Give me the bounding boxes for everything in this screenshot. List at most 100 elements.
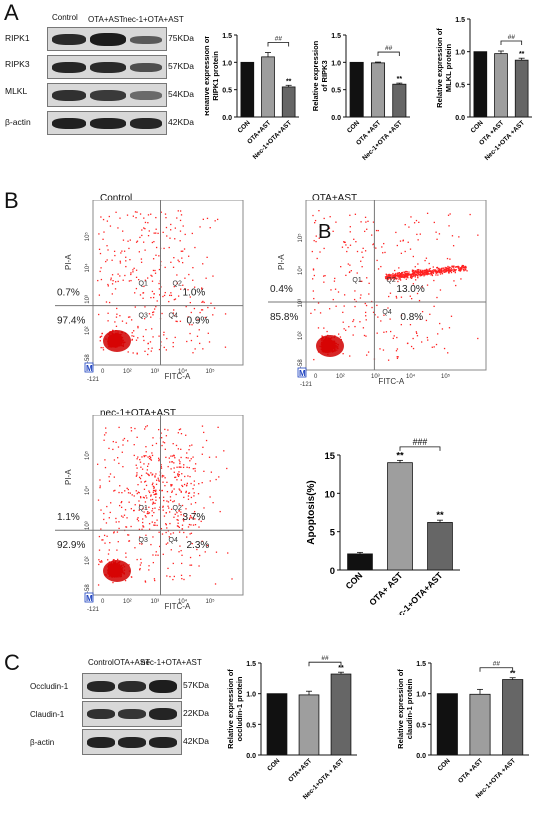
scatter-point bbox=[198, 565, 200, 567]
scatter-point bbox=[197, 493, 200, 495]
scatter-point bbox=[399, 276, 401, 279]
scatter-point bbox=[177, 475, 180, 477]
scatter-point bbox=[426, 284, 429, 286]
scatter-point bbox=[343, 241, 346, 244]
scatter-point bbox=[332, 230, 334, 232]
scatter-point bbox=[127, 488, 129, 491]
scatter-point bbox=[133, 335, 135, 337]
scatter-point bbox=[106, 259, 108, 261]
scatter-point bbox=[122, 239, 125, 241]
scatter-point bbox=[117, 541, 119, 543]
scatter-point bbox=[125, 552, 127, 554]
scatter-point bbox=[133, 454, 135, 457]
y-tick-label: 0.0 bbox=[222, 115, 232, 122]
scatter-point bbox=[176, 525, 179, 527]
scatter-point bbox=[157, 232, 159, 235]
scatter-point bbox=[126, 214, 129, 216]
scatter-point bbox=[402, 274, 404, 277]
scatter-point bbox=[324, 274, 326, 277]
scatter-point bbox=[135, 339, 138, 341]
scatter-point bbox=[443, 270, 445, 273]
scatter-point bbox=[99, 485, 101, 487]
scatter-point bbox=[444, 268, 447, 270]
scatter-point bbox=[453, 280, 455, 282]
scatter-point bbox=[158, 531, 160, 533]
scatter-point bbox=[148, 474, 150, 476]
scatter-point bbox=[429, 267, 431, 270]
scatter-point bbox=[156, 524, 158, 527]
scatter-point bbox=[436, 238, 438, 240]
scatter-point bbox=[105, 260, 107, 263]
scatter-point bbox=[189, 296, 191, 298]
scatter-point bbox=[131, 339, 133, 341]
scatter-point bbox=[180, 479, 183, 481]
scatter-point bbox=[150, 543, 152, 546]
scatter-point bbox=[224, 313, 227, 315]
quadrant-percent-lr: 0.8% bbox=[400, 312, 423, 323]
scatter-point bbox=[100, 335, 103, 337]
kda-label: 57KDa bbox=[183, 680, 209, 690]
scatter-point bbox=[151, 241, 154, 244]
scatter-point bbox=[425, 269, 427, 271]
scatter-point bbox=[160, 467, 163, 469]
scatter-point bbox=[124, 509, 127, 511]
scatter-point bbox=[119, 260, 121, 262]
scatter-point bbox=[201, 425, 204, 427]
scatter-point bbox=[101, 332, 103, 335]
scatter-point bbox=[401, 273, 403, 276]
scatter-point bbox=[173, 488, 175, 490]
scatter-point bbox=[144, 480, 147, 482]
scatter-point bbox=[397, 280, 399, 283]
scatter-point bbox=[155, 216, 157, 219]
kda-label: 22KDa bbox=[183, 708, 209, 718]
scatter-point bbox=[314, 309, 316, 311]
scatter-point bbox=[152, 489, 155, 492]
scatter-point bbox=[451, 269, 453, 271]
scatter-point bbox=[437, 333, 439, 335]
scatter-point bbox=[410, 298, 413, 300]
scatter-point bbox=[201, 288, 203, 290]
scatter-point bbox=[379, 348, 381, 350]
scatter-point bbox=[167, 429, 169, 431]
scatter-point bbox=[169, 522, 171, 525]
x-tick-label: OTA +AST bbox=[457, 757, 484, 784]
scatter-point bbox=[177, 515, 179, 517]
y-tick-label: 1.0 bbox=[416, 692, 426, 699]
scatter-point bbox=[347, 246, 349, 249]
scatter-point bbox=[105, 427, 107, 429]
scatter-point bbox=[439, 322, 441, 325]
scatter-point bbox=[435, 272, 437, 274]
scatter-point bbox=[190, 516, 192, 518]
scatter-point bbox=[310, 312, 312, 315]
scatter-point bbox=[454, 269, 456, 271]
scatter-point bbox=[180, 490, 182, 493]
scatter-point bbox=[193, 495, 195, 497]
scatter-point bbox=[173, 575, 175, 578]
scatter-point bbox=[192, 352, 194, 354]
scatter-point bbox=[151, 347, 153, 349]
scatter-point bbox=[167, 505, 169, 507]
scatter-point bbox=[131, 494, 133, 496]
scatter-point bbox=[135, 217, 137, 219]
scatter-point bbox=[145, 484, 148, 487]
scatter-point bbox=[394, 275, 397, 277]
scatter-point bbox=[356, 272, 358, 274]
scatter-point bbox=[420, 273, 422, 276]
scatter-point bbox=[142, 518, 144, 520]
scatter-point bbox=[364, 311, 367, 314]
scatter-point bbox=[201, 301, 203, 304]
scatter-point bbox=[142, 335, 145, 338]
scatter-point bbox=[393, 279, 395, 281]
scatter-point bbox=[461, 266, 464, 268]
gate-marker-label: M bbox=[86, 594, 93, 603]
scatter-point bbox=[136, 558, 138, 561]
scatter-point bbox=[410, 277, 413, 279]
scatter-point bbox=[165, 524, 168, 526]
scatter-point bbox=[213, 307, 216, 309]
scatter-point bbox=[391, 274, 393, 276]
scatter-point bbox=[112, 581, 114, 584]
scatter-point bbox=[162, 231, 164, 234]
scatter-point bbox=[143, 455, 146, 458]
scatter-point bbox=[189, 460, 191, 462]
scatter-point bbox=[140, 562, 142, 564]
